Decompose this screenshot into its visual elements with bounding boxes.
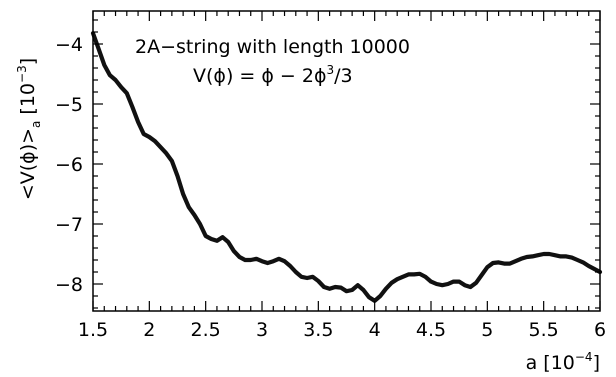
y-tick-label: −4: [55, 34, 83, 56]
plot-frame: [92, 10, 601, 312]
x-tick-label: 4: [369, 319, 381, 341]
ticks-layer: [92, 11, 601, 311]
x-tick-label: 1.5: [78, 319, 108, 341]
x-tick-label: 2: [143, 319, 155, 341]
series-line-0: [90, 31, 603, 303]
y-tick-label: −7: [55, 214, 83, 236]
y-tick-label: −6: [55, 154, 83, 176]
x-tick-label: 5.5: [529, 319, 559, 341]
x-axis-label: a [10−4]: [526, 350, 600, 374]
plot-layer: [90, 31, 603, 303]
labels-layer: 1.5 2 2.5 3 3.5 4 4.5 5 5.5 6 −4 −5 −6 −7 −8 a [10−4] <V…: [15, 34, 606, 374]
x-tick-label: 2.5: [191, 319, 221, 341]
x-tick-label: 6: [594, 319, 606, 341]
x-tick-label: 3.5: [303, 319, 333, 341]
y-axis-label: <V(ϕ)>a [10−3]: [15, 58, 43, 200]
x-tick-label: 5: [481, 319, 493, 341]
chart-annotation-2: V(ϕ) = ϕ − 2ϕ3/3: [193, 63, 353, 87]
x-tick-label: 3: [256, 319, 268, 341]
y-tick-label: −8: [55, 274, 83, 296]
x-tick-label: 4.5: [416, 319, 446, 341]
y-tick-label: −5: [55, 94, 83, 116]
chart-annotation-1: 2A−string with length 10000: [135, 36, 410, 58]
